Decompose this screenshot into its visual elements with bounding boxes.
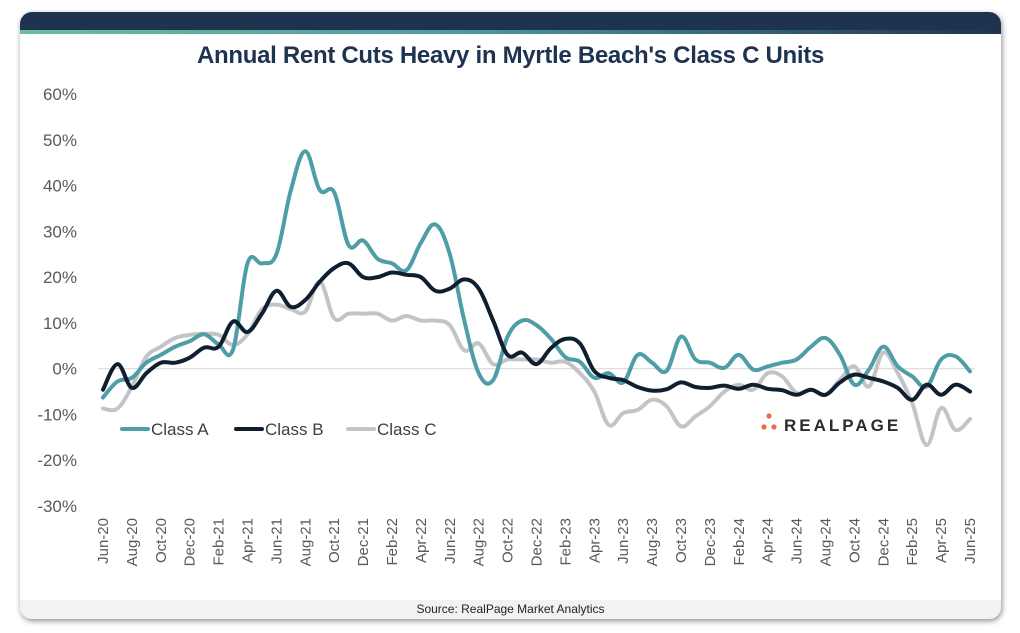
x-tick-label: Apr-24 (760, 518, 777, 563)
source-footer: Source: RealPage Market Analytics (20, 600, 1001, 619)
x-tick-label: Oct-21 (326, 518, 343, 563)
x-tick-label: Dec-20 (182, 518, 199, 566)
x-tick-label: Aug-23 (644, 518, 661, 566)
x-tick-label: Oct-23 (673, 518, 690, 563)
x-tick-label: Dec-23 (702, 518, 719, 566)
y-tick-label: 20% (43, 268, 77, 287)
y-tick-label: 60% (43, 85, 77, 104)
y-axis-ticks: 60% 50% 40% 30% 20% 10% 0% -10% -20% -30% (37, 85, 77, 516)
x-tick-label: Oct-24 (846, 518, 863, 563)
chart-title: Annual Rent Cuts Heavy in Myrtle Beach's… (196, 42, 824, 69)
x-tick-label: Feb-21 (211, 518, 228, 566)
x-tick-label: Apr-21 (240, 518, 257, 563)
x-tick-label: Oct-22 (500, 518, 517, 563)
y-tick-label: 10% (43, 314, 77, 333)
card-accent-stripe (20, 30, 1001, 34)
x-tick-label: Apr-25 (933, 518, 950, 563)
y-tick-label: 30% (43, 222, 77, 241)
logo-dot-icon (761, 424, 767, 430)
x-tick-label: Feb-23 (557, 518, 574, 566)
x-tick-label: Dec-22 (529, 518, 546, 566)
realpage-logo: REALPAGE (761, 413, 901, 435)
x-tick-label: Apr-22 (413, 518, 430, 563)
series-line (101, 149, 972, 400)
y-tick-label: -30% (37, 497, 77, 516)
y-tick-label: -20% (37, 451, 77, 470)
x-tick-label: Feb-24 (731, 518, 748, 566)
series-class-b (101, 260, 972, 402)
logo-dot-icon (771, 424, 777, 430)
series-class-a (101, 149, 972, 400)
y-tick-label: 50% (43, 131, 77, 150)
x-tick-label: Aug-24 (818, 518, 835, 566)
x-tick-label: Jun-23 (615, 518, 632, 564)
x-tick-label: Aug-22 (471, 518, 488, 566)
legend-label: Class C (377, 420, 437, 439)
x-tick-label: Apr-23 (586, 518, 603, 563)
card-header-bar (20, 12, 1001, 30)
x-tick-label: Jun-22 (442, 518, 459, 564)
x-tick-label: Dec-21 (355, 518, 372, 566)
y-tick-label: -10% (37, 405, 77, 424)
x-tick-label: Jun-20 (95, 518, 112, 564)
x-tick-label: Jun-25 (962, 518, 979, 564)
x-tick-label: Oct-20 (153, 518, 170, 563)
logo-dot-icon (766, 413, 772, 419)
x-tick-label: Aug-20 (124, 518, 141, 566)
x-axis-ticks: Jun-20 Aug-20 Oct-20 Dec-20 Feb-21 Apr-21 Jun-… (95, 518, 979, 566)
x-tick-label: Jun-21 (268, 518, 285, 564)
x-tick-label: Aug-21 (297, 518, 314, 566)
series-lines (101, 149, 972, 448)
legend-label: Class B (265, 420, 324, 439)
legend-item: Class C (346, 420, 437, 439)
chart-card: Annual Rent Cuts Heavy in Myrtle Beach's… (20, 12, 1001, 619)
legend-label: Class A (151, 420, 209, 439)
legend-item: Class B (234, 420, 324, 439)
y-tick-label: 0% (52, 360, 77, 379)
x-tick-label: Jun-24 (789, 518, 806, 564)
legend: Class A Class B Class C (120, 420, 437, 439)
y-tick-label: 40% (43, 177, 77, 196)
logo-text: REALPAGE (784, 416, 901, 435)
x-tick-label: Feb-22 (384, 518, 401, 566)
x-tick-label: Feb-25 (904, 518, 921, 566)
x-tick-label: Dec-24 (875, 518, 892, 566)
legend-item: Class A (120, 420, 209, 439)
